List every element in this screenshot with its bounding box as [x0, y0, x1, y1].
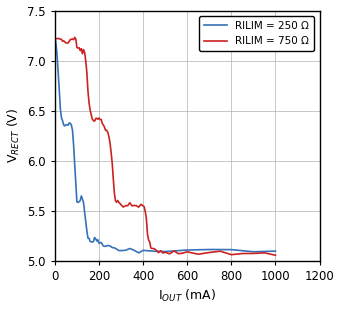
RILIM = 750 Ω — [147, 238, 151, 242]
Legend: RILIM = 250 Ω, RILIM = 750 Ω: RILIM = 250 Ω, RILIM = 750 Ω — [199, 16, 314, 51]
RILIM = 750 Ω — [98, 118, 102, 122]
RILIM = 250 Ω — [104, 245, 108, 248]
RILIM = 750 Ω — [73, 36, 77, 39]
RILIM = 750 Ω — [85, 71, 89, 74]
RILIM = 250 Ω — [86, 236, 90, 240]
X-axis label: I$_{OUT}$ (mA): I$_{OUT}$ (mA) — [158, 288, 216, 304]
RILIM = 250 Ω — [84, 219, 88, 223]
RILIM = 250 Ω — [70, 129, 74, 132]
RILIM = 250 Ω — [73, 163, 77, 166]
RILIM = 750 Ω — [273, 253, 277, 257]
RILIM = 750 Ω — [53, 37, 57, 40]
RILIM = 250 Ω — [251, 250, 255, 254]
Line: RILIM = 250 Ω: RILIM = 250 Ω — [55, 38, 275, 253]
RILIM = 250 Ω — [273, 249, 277, 253]
RILIM = 250 Ω — [137, 251, 141, 255]
Line: RILIM = 750 Ω: RILIM = 750 Ω — [55, 38, 275, 255]
RILIM = 750 Ω — [101, 123, 105, 127]
RILIM = 750 Ω — [121, 205, 125, 209]
Y-axis label: V$_{RECT}$ (V): V$_{RECT}$ (V) — [5, 108, 22, 163]
RILIM = 750 Ω — [76, 46, 80, 50]
RILIM = 250 Ω — [53, 37, 57, 40]
